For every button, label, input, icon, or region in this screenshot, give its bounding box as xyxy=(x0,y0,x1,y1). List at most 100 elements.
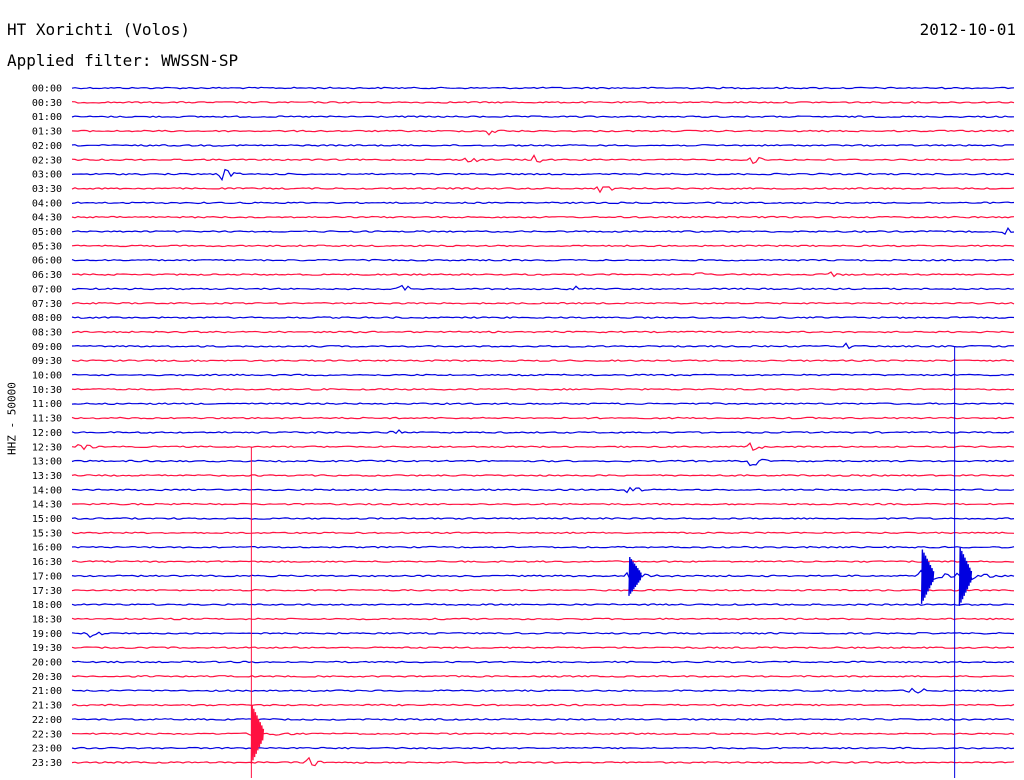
trace-0130 xyxy=(71,129,1015,136)
tick-label-1130: 11:30 xyxy=(32,414,62,425)
event-burst-2230-0 xyxy=(250,705,265,764)
trace-1730 xyxy=(71,588,1015,592)
trace-0200 xyxy=(71,144,1014,147)
tick-label-1730: 17:30 xyxy=(32,586,62,597)
tick-label-0400: 04:00 xyxy=(32,198,62,209)
tick-label-2330: 23:30 xyxy=(32,758,62,769)
trace-0630 xyxy=(71,271,1015,278)
tick-label-1430: 14:30 xyxy=(32,500,62,511)
trace-0530 xyxy=(71,244,1015,248)
seismic-traces xyxy=(71,86,1015,767)
trace-0300 xyxy=(71,168,1015,182)
tick-label-2200: 22:00 xyxy=(32,715,62,726)
tick-label-0900: 09:00 xyxy=(32,342,62,353)
event-burst-1700-2 xyxy=(958,547,973,606)
tick-label-2130: 21:30 xyxy=(32,701,62,712)
tick-label-1600: 16:00 xyxy=(32,543,62,554)
trace-0800 xyxy=(71,316,1015,319)
tick-label-2300: 23:00 xyxy=(32,744,62,755)
trace-2300 xyxy=(71,746,1015,750)
tick-label-0700: 07:00 xyxy=(32,284,62,295)
tick-label-1900: 19:00 xyxy=(32,629,62,640)
tick-label-1330: 13:30 xyxy=(32,471,62,482)
tick-label-0300: 03:00 xyxy=(32,170,62,181)
trace-0330 xyxy=(71,186,1015,194)
trace-2130 xyxy=(71,703,1015,707)
tick-label-0000: 00:00 xyxy=(32,84,62,95)
tick-label-0800: 08:00 xyxy=(32,313,62,324)
trace-1500 xyxy=(71,517,1015,520)
trace-1900 xyxy=(71,631,1015,638)
tick-label-2230: 22:30 xyxy=(32,729,62,740)
tick-label-0730: 07:30 xyxy=(32,299,62,310)
trace-1830 xyxy=(71,617,1015,621)
trace-0700 xyxy=(71,284,1015,292)
trace-0830 xyxy=(71,330,1015,334)
tick-label-0100: 01:00 xyxy=(32,112,62,123)
tick-label-0230: 02:30 xyxy=(32,155,62,166)
tick-label-1230: 12:30 xyxy=(32,442,62,453)
trace-0930 xyxy=(71,359,1015,362)
trace-1630 xyxy=(71,560,1014,563)
tick-label-0030: 00:30 xyxy=(32,98,62,109)
trace-1400 xyxy=(72,486,1015,494)
tick-label-0500: 05:00 xyxy=(32,227,62,238)
tick-label-2100: 21:00 xyxy=(32,686,62,697)
trace-0230 xyxy=(71,154,1014,165)
trace-1200 xyxy=(71,429,1015,435)
tick-label-1000: 10:00 xyxy=(32,371,62,382)
tick-label-1800: 18:00 xyxy=(32,600,62,611)
time-tick-labels: 00:00 00:30 01:00 01:30 02:00 02:30 03:00 03:30… xyxy=(32,84,62,769)
trace-1700 xyxy=(71,569,1015,581)
tick-label-0330: 03:30 xyxy=(32,184,62,195)
trace-1100 xyxy=(71,402,1015,406)
date-label: 2012-10-01 xyxy=(919,20,1016,39)
trace-0430 xyxy=(71,215,1015,219)
trace-1030 xyxy=(71,388,1015,391)
trace-1600 xyxy=(71,545,1015,549)
trace-1430 xyxy=(71,502,1015,506)
trace-1800 xyxy=(71,603,1015,606)
tick-label-1700: 17:00 xyxy=(32,571,62,582)
tick-label-0200: 02:00 xyxy=(32,141,62,152)
tick-label-0630: 06:30 xyxy=(32,270,62,281)
trace-0730 xyxy=(71,301,1015,305)
trace-2230 xyxy=(71,732,1015,740)
tick-label-0430: 04:30 xyxy=(32,213,62,224)
tick-label-0600: 06:00 xyxy=(32,256,62,267)
event-burst-1700-1 xyxy=(920,549,935,604)
trace-0500 xyxy=(71,226,1015,236)
trace-0030 xyxy=(71,101,1015,104)
trace-0600 xyxy=(71,258,1015,262)
tick-label-1500: 15:00 xyxy=(32,514,62,525)
trace-1330 xyxy=(71,474,1015,477)
tick-label-1630: 16:30 xyxy=(32,557,62,568)
trace-1130 xyxy=(71,416,1015,420)
trace-1300 xyxy=(71,458,1015,467)
filter-label: Applied filter: WWSSN-SP xyxy=(7,51,239,70)
large-event-marks xyxy=(250,346,973,778)
tick-label-1200: 12:00 xyxy=(32,428,62,439)
trace-1000 xyxy=(71,373,1015,377)
trace-2100 xyxy=(71,687,1014,694)
tick-label-2000: 20:00 xyxy=(32,658,62,669)
tick-label-1400: 14:00 xyxy=(32,485,62,496)
tick-label-1830: 18:30 xyxy=(32,614,62,625)
trace-1230 xyxy=(71,442,1015,451)
tick-label-2030: 20:30 xyxy=(32,672,62,683)
tick-label-1930: 19:30 xyxy=(32,643,62,654)
event-burst-1700-0 xyxy=(628,556,642,596)
trace-1530 xyxy=(71,531,1015,535)
trace-1930 xyxy=(71,646,1015,649)
station-title: HT Xorichti (Volos) xyxy=(7,20,191,39)
trace-0900 xyxy=(71,342,1015,350)
trace-0000 xyxy=(71,86,1015,90)
tick-label-1030: 10:30 xyxy=(32,385,62,396)
tick-label-0530: 05:30 xyxy=(32,241,62,252)
trace-2200 xyxy=(71,718,1015,721)
tick-label-0130: 01:30 xyxy=(32,127,62,138)
trace-2000 xyxy=(71,660,1015,664)
trace-0400 xyxy=(71,201,1015,205)
trace-0100 xyxy=(71,115,1015,119)
